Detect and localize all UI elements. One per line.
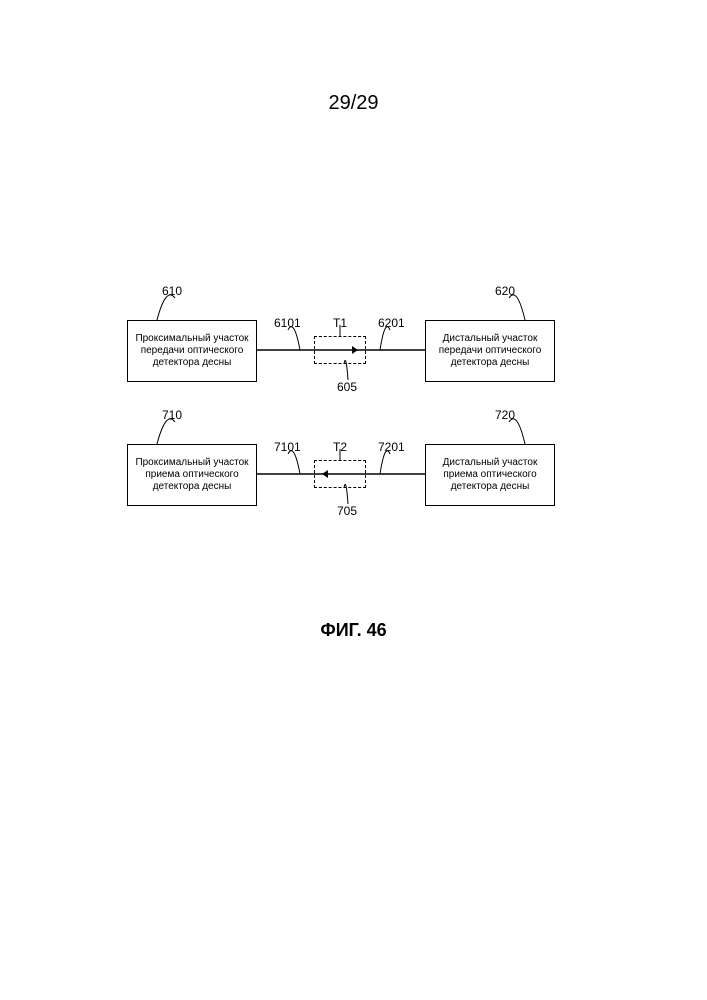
connector-605 [257, 338, 425, 362]
ref-705: 705 [337, 504, 357, 518]
connector-705 [257, 462, 425, 486]
ref-6101: 6101 [274, 316, 301, 330]
coupler-label-705: T2 [333, 440, 347, 454]
ref-7101: 7101 [274, 440, 301, 454]
ref-6201: 6201 [378, 316, 405, 330]
block-620: Дистальный участок передачи оптического … [425, 320, 555, 382]
leaders-row-1 [0, 0, 707, 1000]
ref-620: 620 [495, 284, 515, 298]
ref-605: 605 [337, 380, 357, 394]
figure-caption: ФИГ. 46 [0, 620, 707, 641]
ref-7201: 7201 [378, 440, 405, 454]
ref-610: 610 [162, 284, 182, 298]
block-720: Дистальный участок приема оптического де… [425, 444, 555, 506]
ref-720: 720 [495, 408, 515, 422]
ref-710: 710 [162, 408, 182, 422]
block-710: Проксимальный участок приема оптического… [127, 444, 257, 506]
block-610: Проксимальный участок передачи оптическо… [127, 320, 257, 382]
coupler-label-605: T1 [333, 316, 347, 330]
leaders-row-0 [0, 0, 707, 1000]
page-number: 29/29 [0, 92, 707, 115]
